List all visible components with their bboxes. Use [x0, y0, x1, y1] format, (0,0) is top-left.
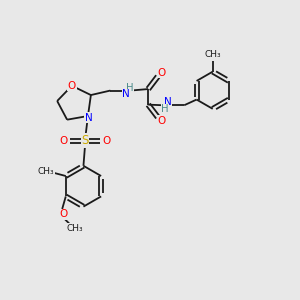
Text: O: O [59, 136, 68, 146]
Text: N: N [85, 112, 92, 122]
Text: O: O [102, 136, 111, 146]
Text: N: N [122, 89, 130, 99]
Text: CH₃: CH₃ [67, 224, 83, 233]
Text: O: O [68, 81, 76, 91]
Text: O: O [157, 116, 166, 126]
Text: O: O [157, 68, 166, 78]
Text: O: O [60, 209, 68, 219]
Text: CH₃: CH₃ [204, 50, 221, 59]
Text: S: S [81, 134, 88, 147]
Text: CH₃: CH₃ [38, 167, 54, 176]
Text: N: N [164, 97, 172, 107]
Text: H: H [161, 104, 169, 114]
Text: H: H [126, 83, 134, 93]
